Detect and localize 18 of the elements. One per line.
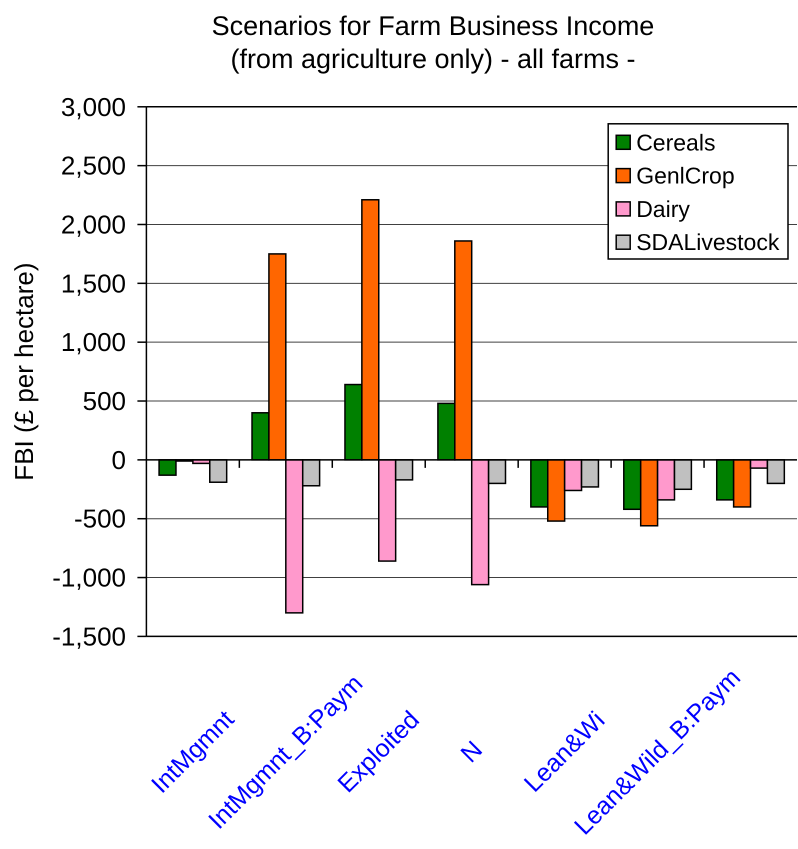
y-tick-label: 2,000 bbox=[60, 209, 126, 240]
legend-label: SDALivestock bbox=[636, 229, 780, 256]
y-axis-title: FBI (£ per hectare) bbox=[9, 262, 39, 481]
y-tick-label: 0 bbox=[112, 444, 126, 475]
legend-label: Cereals bbox=[636, 129, 716, 156]
y-tick-label: -500 bbox=[74, 504, 126, 534]
chart-title: Scenarios for Farm Business Income bbox=[212, 11, 654, 41]
chart-subtitle: (from agriculture only) - all farms - bbox=[230, 44, 636, 74]
y-tick-label: 1,000 bbox=[60, 327, 126, 358]
y-tick-label: 1,500 bbox=[60, 268, 126, 298]
legend-label: GenlCrop bbox=[636, 162, 735, 189]
legend-label: Dairy bbox=[636, 196, 690, 222]
y-tick-label: 2,500 bbox=[60, 150, 126, 181]
y-tick-label: 500 bbox=[82, 386, 126, 416]
x-tick-label: N bbox=[455, 736, 488, 768]
y-tick-label: -1,500 bbox=[52, 621, 126, 652]
y-tick-label: -1,000 bbox=[52, 562, 126, 593]
y-tick-label: 3,000 bbox=[60, 92, 126, 122]
